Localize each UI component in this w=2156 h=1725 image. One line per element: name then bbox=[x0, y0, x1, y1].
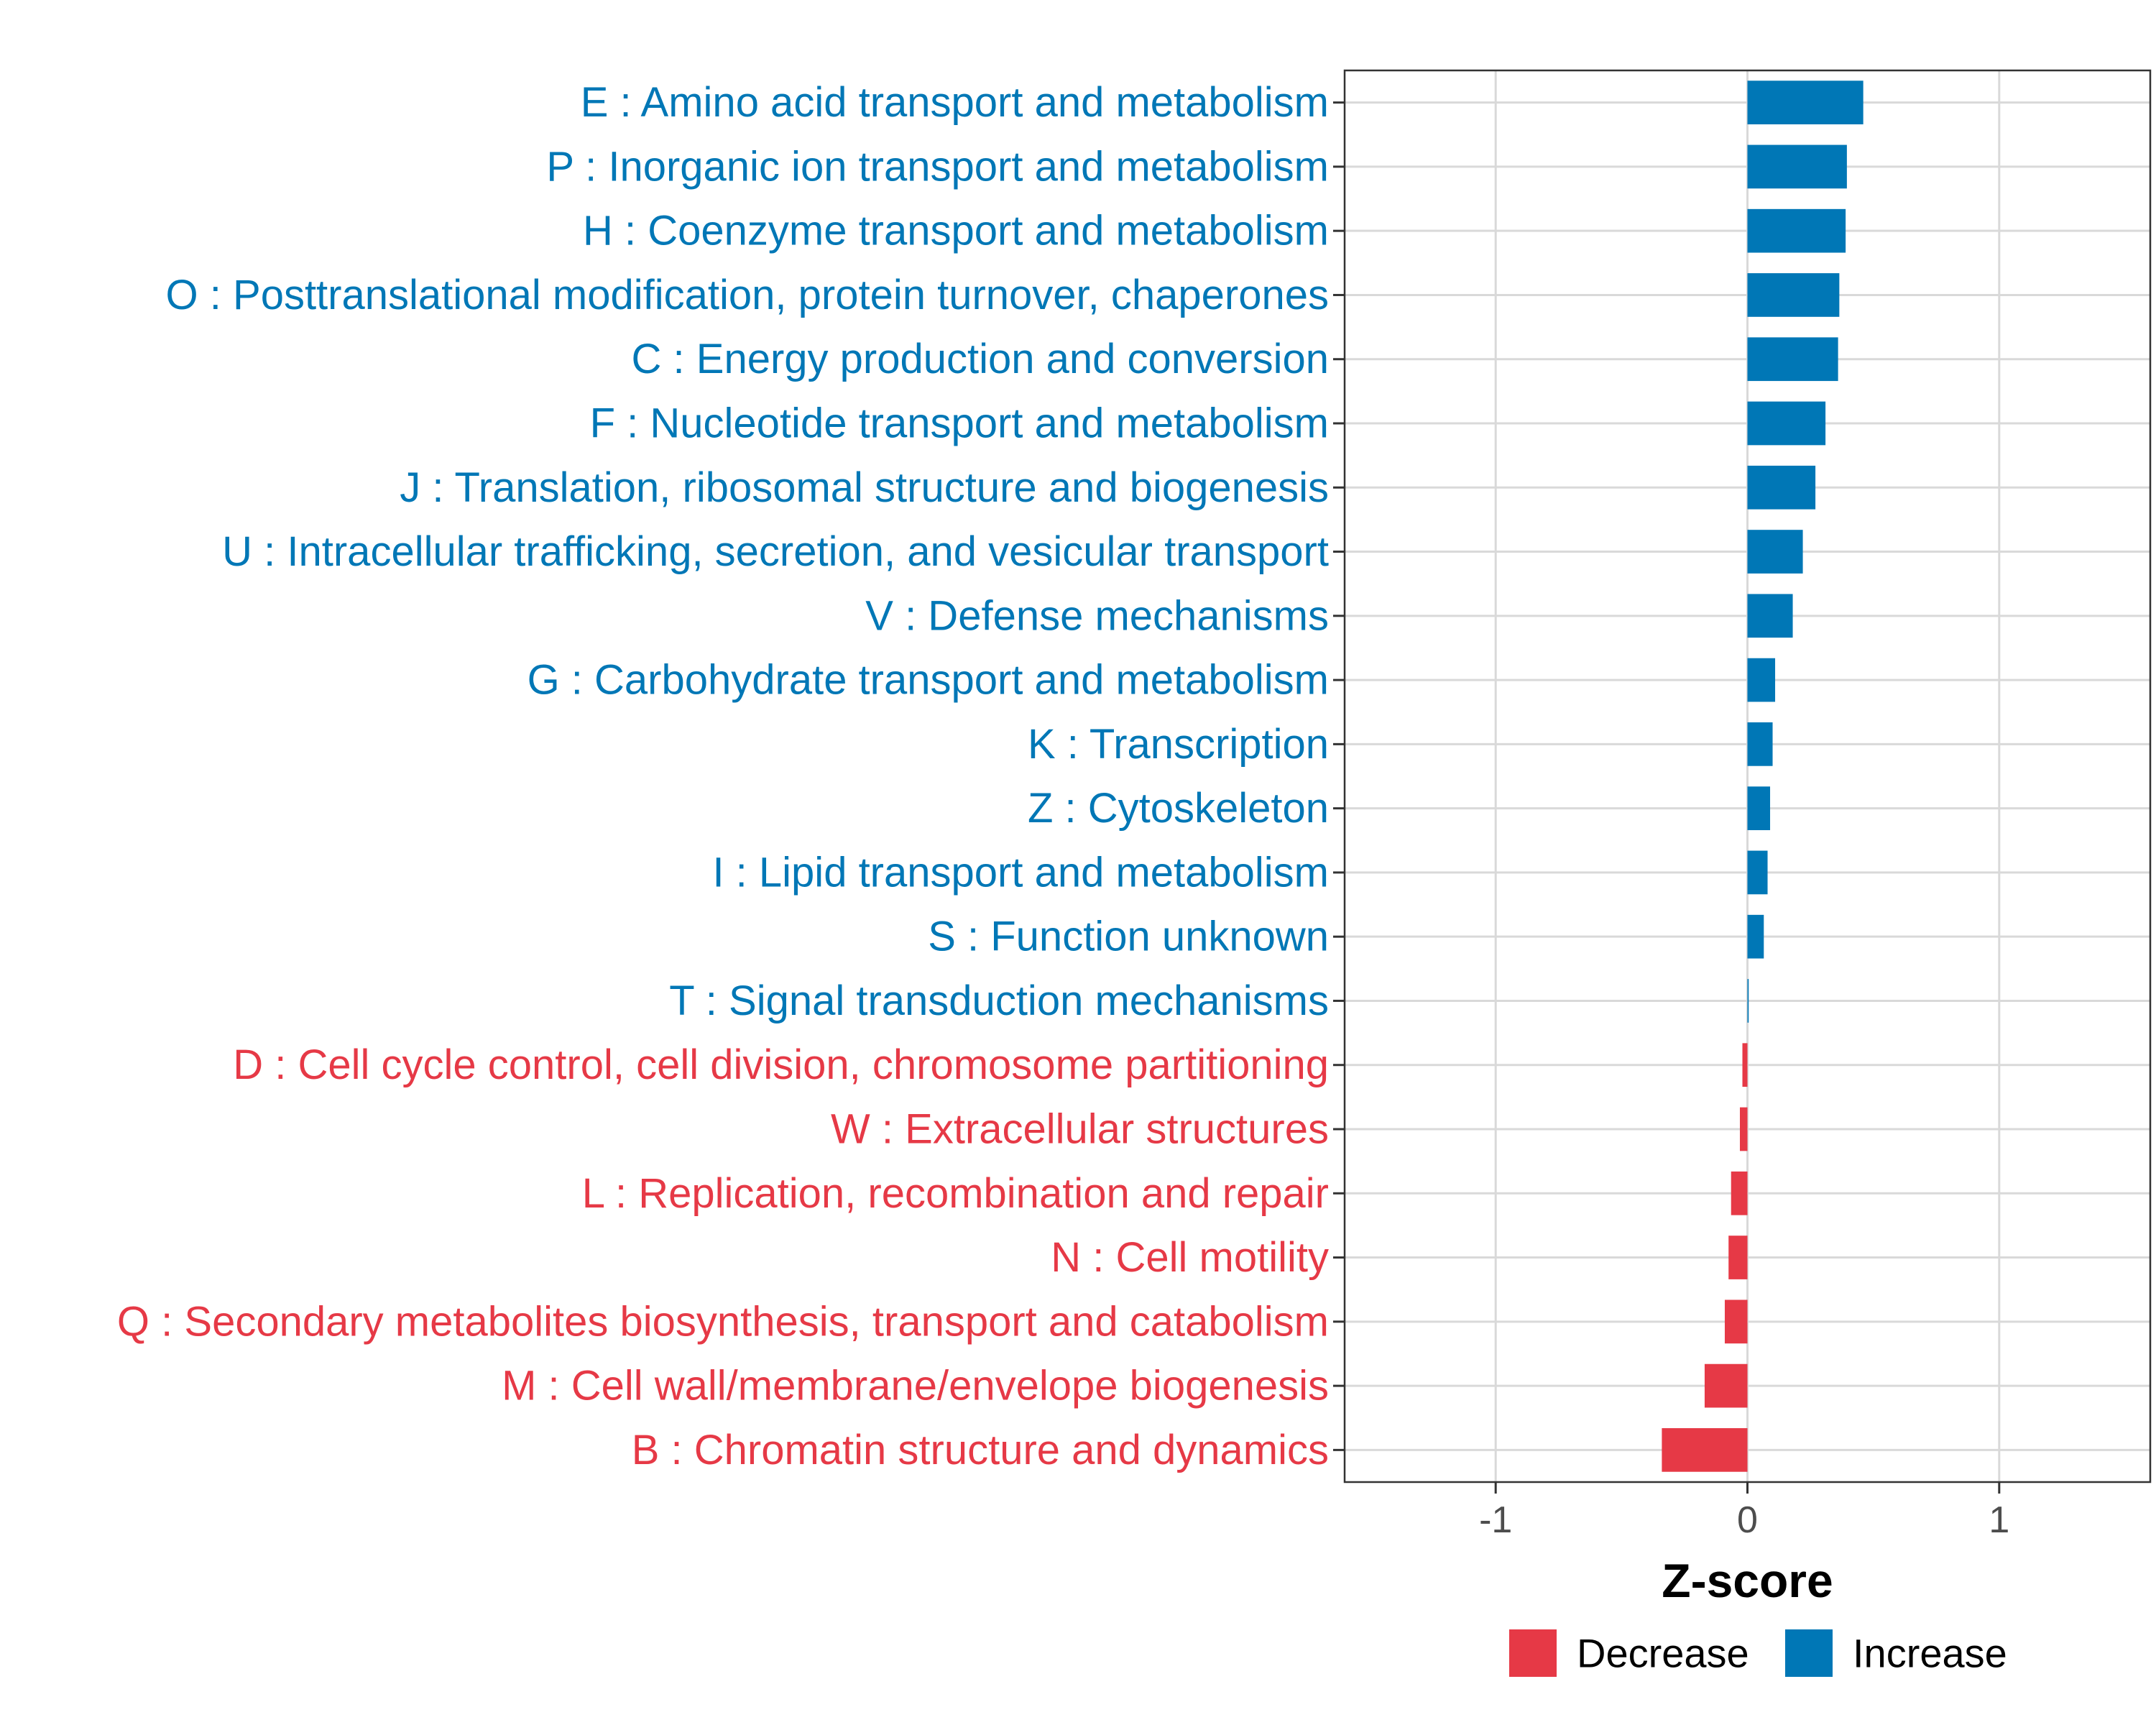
bar bbox=[1747, 337, 1838, 382]
category-label: I : Lipid transport and metabolism bbox=[712, 849, 1329, 896]
category-label: C : Energy production and conversion bbox=[632, 336, 1329, 382]
category-label: L : Replication, recombination and repai… bbox=[582, 1170, 1329, 1217]
bar bbox=[1731, 1171, 1748, 1215]
category-label: B : Chromatin structure and dynamics bbox=[632, 1427, 1329, 1473]
bar bbox=[1747, 208, 1846, 253]
category-label: K : Transcription bbox=[1028, 721, 1329, 768]
bar bbox=[1747, 722, 1773, 766]
category-label: E : Amino acid transport and metabolism bbox=[581, 79, 1329, 126]
bar bbox=[1747, 465, 1816, 510]
category-label: J : Translation, ribosomal structure and… bbox=[400, 464, 1329, 511]
category-label: H : Coenzyme transport and metabolism bbox=[583, 208, 1329, 254]
category-label: G : Carbohydrate transport and metabolis… bbox=[528, 657, 1329, 704]
category-label: F : Nucleotide transport and metabolism bbox=[590, 400, 1329, 447]
bar bbox=[1747, 786, 1771, 830]
bar bbox=[1704, 1363, 1748, 1408]
x-tick-label: 1 bbox=[1989, 1499, 2009, 1541]
category-label: M : Cell wall/membrane/envelope biogenes… bbox=[502, 1363, 1329, 1409]
bar bbox=[1747, 401, 1826, 446]
category-label: S : Function unknown bbox=[928, 914, 1329, 960]
category-label: D : Cell cycle control, cell division, c… bbox=[233, 1041, 1329, 1088]
legend-label: Increase bbox=[1853, 1631, 2007, 1676]
bar bbox=[1747, 979, 1749, 1023]
x-tick-label: -1 bbox=[1479, 1499, 1512, 1541]
category-label: P : Inorganic ion transport and metaboli… bbox=[546, 143, 1329, 190]
bars-layer bbox=[1662, 80, 1864, 1472]
bar bbox=[1739, 1107, 1748, 1151]
x-ticks: -1 0 1 bbox=[1479, 1482, 2009, 1541]
category-label: U : Intracellular trafficking, secretion… bbox=[222, 528, 1329, 575]
category-label: Z : Cytoskeleton bbox=[1028, 785, 1329, 832]
bar bbox=[1747, 273, 1840, 317]
legend: Decrease Increase bbox=[1509, 1629, 2007, 1677]
x-axis-title: Z-score bbox=[1662, 1554, 1833, 1607]
category-label: O : Posttranslational modification, prot… bbox=[166, 272, 1329, 318]
bar bbox=[1747, 144, 1847, 189]
category-label: W : Extracellular structures bbox=[831, 1106, 1329, 1153]
bar bbox=[1747, 850, 1768, 895]
legend-key bbox=[1509, 1629, 1557, 1677]
legend-label: Decrease bbox=[1577, 1631, 1749, 1676]
y-ticks bbox=[1333, 101, 1345, 1451]
bar bbox=[1742, 1043, 1748, 1087]
category-label: V : Defense mechanisms bbox=[865, 592, 1329, 639]
bar bbox=[1724, 1300, 1748, 1344]
x-tick-label: 0 bbox=[1737, 1499, 1758, 1541]
category-label: N : Cell motility bbox=[1051, 1234, 1329, 1281]
bar bbox=[1747, 530, 1803, 574]
category-labels: E : Amino acid transport and metabolism P… bbox=[117, 79, 1329, 1473]
legend-key bbox=[1785, 1629, 1833, 1677]
bar bbox=[1728, 1236, 1748, 1279]
bar bbox=[1747, 658, 1776, 702]
bar bbox=[1747, 914, 1764, 959]
bar bbox=[1747, 594, 1793, 638]
category-label: Q : Secondary metabolites biosynthesis, … bbox=[117, 1298, 1329, 1345]
category-label: T : Signal transduction mechanisms bbox=[669, 978, 1329, 1024]
bar bbox=[1747, 80, 1864, 124]
bar bbox=[1662, 1428, 1748, 1472]
